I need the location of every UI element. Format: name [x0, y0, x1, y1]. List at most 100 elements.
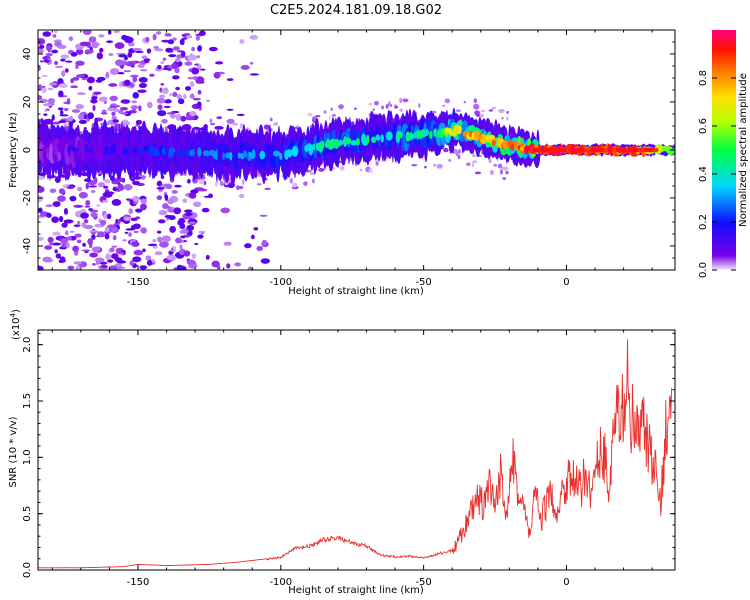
- spectrogram-noise-blob: [96, 52, 104, 60]
- spectrogram-noise-blob: [105, 71, 110, 79]
- spectrogram-ridge-blob: [259, 150, 266, 160]
- spectrogram-noise-blob: [146, 259, 153, 266]
- spectrogram-noise-blob: [66, 98, 71, 105]
- spectrogram-noise-blob: [64, 230, 69, 236]
- spectrogram-noise-blob: [58, 90, 64, 98]
- spectrogram-noise-blob: [87, 238, 93, 245]
- spectrogram-noise-blob: [172, 37, 177, 41]
- spectrogram-noise-blob: [92, 105, 96, 112]
- spectrogram-ridge-blob: [237, 152, 242, 159]
- spectrogram-noise-blob: [140, 227, 147, 234]
- spectrogram-noise-blob: [490, 169, 494, 176]
- spectrogram-noise-blob: [220, 207, 231, 214]
- spectrogram-ridge-blob: [405, 131, 411, 143]
- spectrogram-noise-blob: [156, 64, 162, 70]
- spectrogram-noise-blob: [112, 235, 117, 241]
- spectrogram-ridge-blob: [251, 148, 256, 159]
- spectrogram-noise-blob: [75, 104, 84, 110]
- spectrogram-noise-blob: [58, 83, 68, 89]
- spectrogram-noise-blob: [259, 214, 268, 217]
- spectrogram-noise-blob: [458, 149, 461, 154]
- spectrogram-noise-blob: [104, 179, 111, 184]
- spectrogram-noise-blob: [98, 96, 108, 102]
- spectrogram-noise-blob: [206, 99, 211, 103]
- spectrogram-ridge-blob: [370, 136, 377, 144]
- spectrogram-noise-blob: [368, 102, 373, 106]
- spectrogram-noise-blob: [58, 188, 65, 195]
- spectrogram-noise-blob: [63, 123, 69, 127]
- spectrogram-noise-blob: [95, 79, 103, 83]
- spectrogram-noise-blob: [124, 79, 131, 87]
- spectrogram-noise-blob: [69, 230, 75, 233]
- spectrogram-noise-blob: [249, 61, 254, 65]
- spectrogram-noise-blob: [61, 70, 66, 77]
- spectrogram-noise-blob: [156, 230, 162, 234]
- spectrogram-noise-blob: [51, 49, 59, 54]
- spectrogram-ridge-blob: [143, 145, 147, 152]
- spectrogram-ridge-blob: [203, 150, 211, 157]
- spectrogram-noise-blob: [43, 59, 50, 63]
- spectrogram-noise-blob: [160, 83, 165, 86]
- spectrogram-noise-blob: [152, 33, 157, 41]
- spectrogram-noise-blob: [198, 178, 205, 185]
- spectrogram-noise-blob: [244, 243, 252, 249]
- spectrogram-noise-blob: [120, 121, 130, 125]
- spectrogram-noise-blob: [130, 105, 139, 110]
- spectrogram-noise-blob: [81, 249, 91, 252]
- spectrogram-noise-blob: [108, 83, 118, 87]
- spectrogram-noise-blob: [139, 69, 148, 72]
- spectrogram-ridge-blob: [502, 140, 508, 150]
- spectrogram-noise-blob: [90, 231, 97, 235]
- spectrogram-noise-blob: [418, 103, 421, 108]
- spectrogram-noise-blob: [54, 61, 58, 65]
- spectrogram-noise-blob: [47, 236, 54, 243]
- spectrogram-noise-blob: [112, 188, 119, 191]
- spectrogram-noise-blob: [190, 189, 199, 194]
- spectrogram-noise-blob: [223, 241, 232, 246]
- spectrogram-ridge-blob: [222, 152, 226, 161]
- x-tick-label: -100: [269, 577, 292, 588]
- spectrogram-noise-blob: [198, 230, 206, 234]
- spectrogram-noise-blob: [192, 76, 198, 81]
- spectrogram-noise-blob: [135, 119, 143, 125]
- spectrogram-noise-blob: [190, 93, 195, 99]
- spectrogram-noise-blob: [205, 254, 210, 260]
- spectrogram-noise-blob: [433, 163, 436, 167]
- spectrogram-noise-blob: [145, 36, 150, 42]
- spectrogram-noise-blob: [506, 110, 509, 114]
- chart-title: C2E5.2024.181.09.18.G02: [270, 3, 442, 18]
- spectrogram-noise-blob: [216, 116, 223, 120]
- spectrogram-ridge-blob: [449, 128, 453, 137]
- spectrogram-noise-blob: [133, 249, 144, 256]
- spectrogram-noise-blob: [172, 91, 178, 98]
- spectrogram-noise-blob: [196, 55, 201, 59]
- spectrogram-noise-blob: [463, 100, 467, 104]
- spectrogram-noise-blob: [75, 64, 79, 70]
- colorbar-label: Normalized spectral amplitude: [738, 73, 749, 227]
- spectrogram-noise-blob: [474, 110, 481, 116]
- spectrogram-noise-blob: [38, 94, 43, 101]
- y-tick-label: 20: [22, 96, 33, 109]
- spectrogram-noise-blob: [88, 185, 98, 188]
- spectrogram-noise-blob: [120, 252, 124, 256]
- spectrogram-noise-blob: [236, 113, 245, 117]
- spectrogram-noise-blob: [289, 177, 293, 184]
- spectrogram-ridge-blob: [192, 148, 195, 157]
- spectrogram-noise-blob: [390, 104, 393, 107]
- spectrogram-noise-blob: [41, 74, 48, 78]
- spectrogram-noise-blob: [74, 233, 82, 238]
- spectrogram-ridge-blob: [291, 145, 299, 157]
- spectrogram-noise-blob: [70, 85, 79, 89]
- spectrogram-noise-blob: [381, 105, 385, 110]
- spectrogram-ridge-blob: [84, 143, 90, 154]
- spectrogram-noise-blob: [226, 78, 234, 82]
- spectrogram-noise-blob: [292, 182, 298, 188]
- spectrogram-noise-blob: [213, 71, 221, 79]
- spectrogram-noise-blob: [179, 223, 186, 230]
- spectrogram-noise-blob: [59, 109, 64, 116]
- spectrogram-noise-blob: [219, 180, 224, 187]
- spectrogram-noise-blob: [85, 199, 91, 206]
- spectrogram-noise-blob: [73, 261, 82, 265]
- spectrogram-noise-blob: [208, 46, 218, 52]
- snr-y-ticks: 0.0 0.5 1.0 1.5 2.0: [22, 332, 675, 578]
